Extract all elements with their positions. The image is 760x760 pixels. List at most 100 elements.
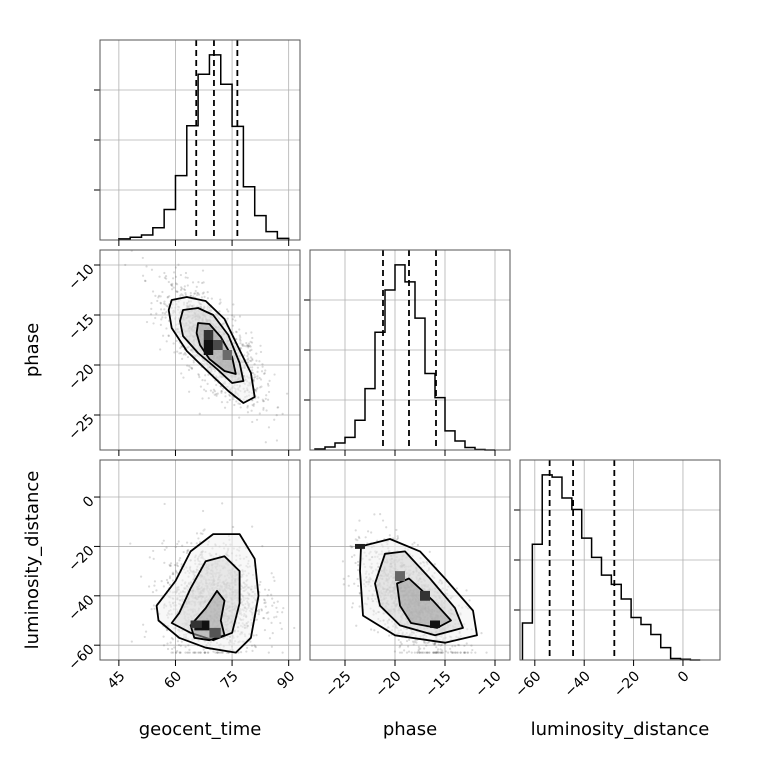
sample-point bbox=[179, 352, 183, 355]
sample-point bbox=[275, 615, 278, 618]
sample-point bbox=[215, 383, 218, 387]
sample-point bbox=[177, 263, 180, 266]
sample-point bbox=[347, 575, 350, 578]
sample-point bbox=[165, 629, 169, 632]
sample-point bbox=[280, 627, 283, 630]
sample-point bbox=[159, 348, 162, 351]
sample-point bbox=[179, 273, 182, 277]
sample-point bbox=[231, 314, 234, 317]
sample-point bbox=[434, 651, 437, 654]
sample-point bbox=[456, 651, 459, 654]
sample-point bbox=[157, 294, 161, 297]
sample-point bbox=[252, 371, 255, 375]
sample-point bbox=[180, 345, 183, 348]
sample-point bbox=[251, 336, 254, 340]
sample-point bbox=[262, 408, 265, 411]
sample-point bbox=[147, 585, 151, 588]
density-cell bbox=[194, 620, 210, 631]
hist-bar bbox=[611, 584, 621, 660]
sample-point bbox=[174, 266, 177, 269]
sample-point bbox=[187, 651, 190, 654]
sample-point bbox=[171, 277, 175, 280]
sample-point bbox=[247, 352, 250, 356]
sample-point bbox=[201, 532, 204, 535]
sample-point bbox=[139, 575, 143, 578]
sample-point bbox=[174, 569, 178, 572]
sample-point bbox=[178, 352, 181, 355]
sample-point bbox=[263, 628, 267, 632]
sample-point bbox=[182, 550, 185, 554]
sample-point bbox=[251, 369, 254, 372]
sample-point bbox=[173, 563, 176, 567]
sample-point bbox=[206, 382, 209, 386]
sample-point bbox=[279, 621, 282, 625]
sample-point bbox=[164, 316, 167, 319]
sample-point bbox=[175, 571, 178, 574]
sample-point bbox=[184, 271, 188, 275]
sample-point bbox=[434, 641, 437, 645]
density-cell bbox=[190, 620, 202, 628]
sample-point bbox=[186, 284, 189, 287]
sample-point bbox=[251, 420, 254, 424]
sample-point bbox=[166, 305, 169, 308]
sample-point bbox=[238, 402, 242, 406]
sample-point bbox=[450, 651, 453, 654]
sample-point bbox=[221, 651, 224, 654]
sample-point bbox=[201, 379, 204, 382]
sample-point bbox=[144, 279, 147, 283]
sample-point bbox=[263, 598, 266, 601]
sample-point bbox=[201, 269, 205, 272]
sample-point bbox=[480, 632, 483, 635]
sample-point bbox=[154, 294, 157, 297]
sample-point bbox=[212, 650, 215, 653]
sample-point bbox=[170, 283, 173, 287]
sample-point bbox=[259, 350, 263, 354]
sample-point bbox=[203, 295, 206, 298]
sample-point bbox=[169, 641, 172, 644]
sample-point bbox=[370, 628, 373, 631]
sample-point bbox=[426, 651, 429, 654]
sample-point bbox=[268, 379, 271, 383]
sample-point bbox=[385, 526, 388, 529]
sample-point bbox=[262, 617, 266, 620]
sample-point bbox=[471, 648, 474, 652]
sample-point bbox=[282, 607, 285, 610]
sample-point bbox=[239, 406, 242, 409]
sample-point bbox=[258, 610, 261, 613]
hist-bar bbox=[405, 282, 415, 450]
sample-point bbox=[150, 307, 153, 310]
sample-point bbox=[273, 616, 276, 619]
x-tick-label: −10 bbox=[472, 668, 504, 700]
sample-point bbox=[267, 611, 270, 614]
sample-point bbox=[250, 644, 254, 647]
sample-point bbox=[358, 519, 361, 522]
hist-bar bbox=[542, 475, 552, 660]
sample-point bbox=[454, 644, 457, 648]
hist-bar bbox=[198, 74, 209, 240]
sample-point bbox=[219, 385, 222, 388]
hist-bar bbox=[209, 55, 220, 240]
sample-point bbox=[259, 344, 262, 347]
sample-point bbox=[191, 281, 195, 284]
sample-point bbox=[184, 645, 187, 648]
sample-point bbox=[162, 585, 165, 588]
sample-point bbox=[251, 358, 254, 362]
sample-point bbox=[155, 312, 158, 315]
sample-point bbox=[264, 605, 267, 608]
sample-point bbox=[174, 651, 178, 654]
sample-point bbox=[186, 550, 189, 553]
sample-point bbox=[220, 400, 224, 404]
sample-point bbox=[176, 564, 180, 568]
sample-point bbox=[470, 644, 473, 647]
sample-point bbox=[437, 643, 440, 646]
sample-point bbox=[459, 651, 462, 654]
sample-point bbox=[428, 651, 431, 654]
sample-point bbox=[144, 630, 148, 633]
sample-point bbox=[422, 651, 425, 654]
sample-point bbox=[183, 351, 187, 355]
sample-point bbox=[449, 650, 453, 653]
sample-point bbox=[373, 513, 376, 516]
hist-bar bbox=[592, 557, 602, 660]
sample-point bbox=[161, 290, 164, 294]
sample-point bbox=[355, 624, 358, 627]
